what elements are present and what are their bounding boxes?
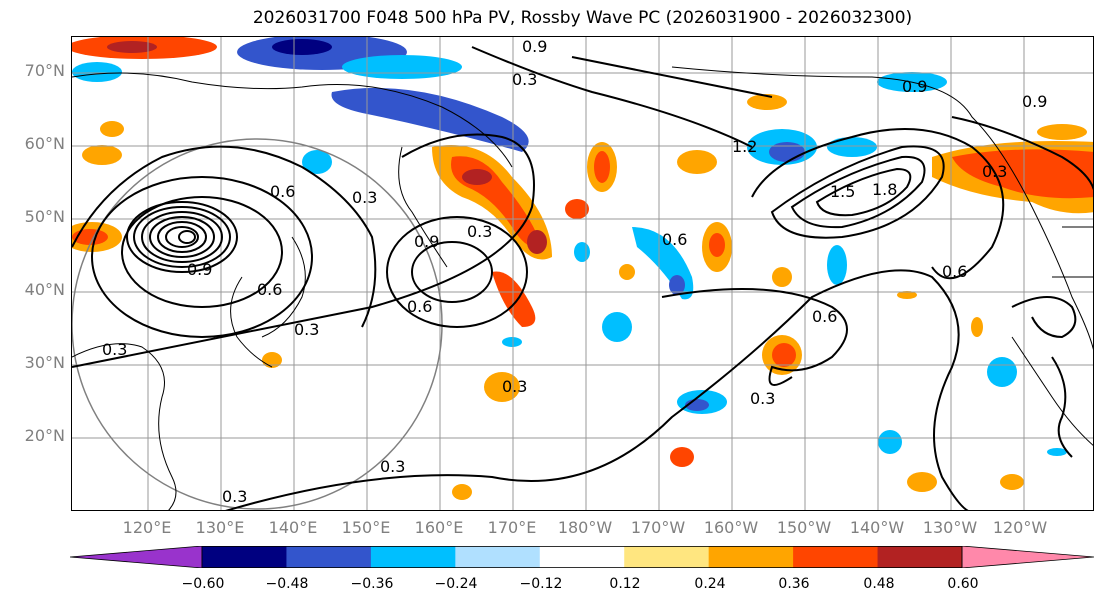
lon-label: 140°W [849, 518, 905, 537]
coastlines [72, 66, 1093, 510]
lon-label: 170°W [630, 518, 686, 537]
colorbar-extend-low [70, 546, 203, 568]
contour-label: 0.3 [380, 457, 405, 476]
contour-label: 0.3 [352, 188, 377, 207]
colorbar-segment [793, 546, 879, 568]
contour-label: 0.6 [812, 307, 837, 326]
lon-label: 150°E [341, 518, 391, 537]
map-panel: 0.3 0.6 0.9 0.3 0.6 0.9 1.5 1.8 0.3 0.6 … [71, 36, 1094, 511]
contour-label: 0.3 [512, 70, 537, 89]
contour-label: 0.6 [257, 280, 282, 299]
contour-label: 1.5 [830, 182, 855, 201]
contour-label: 0.6 [942, 262, 967, 281]
colorbar-tick: 0.24 [694, 576, 726, 592]
colorbar [70, 546, 1094, 568]
lon-label: 130°W [922, 518, 978, 537]
lat-label: 70°N [24, 61, 65, 80]
contour-labels: 0.3 0.6 0.9 0.3 0.6 0.9 1.5 1.8 0.3 0.6 … [102, 37, 1047, 506]
colorbar-tick: −0.60 [181, 576, 225, 592]
lon-label: 150°W [776, 518, 832, 537]
lon-label: 130°E [195, 518, 245, 537]
lon-label: 180°W [557, 518, 613, 537]
contour-label: 1.2 [732, 137, 757, 156]
contour-label: 0.9 [187, 260, 212, 279]
colorbar-tick: 0.36 [778, 576, 810, 592]
map-canvas: 0.3 0.6 0.9 0.3 0.6 0.9 1.5 1.8 0.3 0.6 … [72, 37, 1093, 510]
contour-label: 0.6 [407, 297, 432, 316]
colorbar-segment [455, 546, 541, 568]
contour-label: 0.9 [522, 37, 547, 56]
lon-label: 140°E [268, 518, 318, 537]
contour-label: 0.9 [902, 77, 927, 96]
map-title: 2026031700 F048 500 hPa PV, Rossby Wave … [252, 8, 913, 28]
reference-circle [72, 138, 443, 510]
contour-label: 0.3 [294, 320, 319, 339]
lon-label: 120°W [992, 518, 1048, 537]
contour-label: 0.3 [222, 487, 247, 506]
colorbar-extend-high [961, 546, 1094, 568]
colorbar-segment [708, 546, 794, 568]
contour-label: 1.8 [872, 180, 897, 199]
lat-label: 40°N [24, 280, 65, 299]
colorbar-segment [877, 546, 963, 568]
colorbar-tick: −0.36 [350, 576, 394, 592]
pc-contours [72, 46, 1093, 510]
contour-label: 0.3 [467, 222, 492, 241]
colorbar-segment [286, 546, 372, 568]
contour-label: 0.3 [982, 162, 1007, 181]
colorbar-tick: 0.48 [863, 576, 895, 592]
colorbar-segment [370, 546, 456, 568]
graticule [72, 37, 1093, 510]
lon-label: 120°E [122, 518, 172, 537]
contour-label: 0.6 [270, 182, 295, 201]
lon-label: 160°E [414, 518, 464, 537]
lat-label: 20°N [24, 426, 65, 445]
colorbar-tick: −0.24 [434, 576, 478, 592]
colorbar-segment [202, 546, 287, 568]
lat-label: 30°N [24, 353, 65, 372]
colorbar-tick: 0.12 [609, 576, 641, 592]
contour-label: 0.3 [102, 340, 127, 359]
colorbar-outline [201, 546, 963, 568]
contour-label: 0.9 [414, 232, 439, 251]
lat-label: 50°N [24, 207, 65, 226]
lat-label: 60°N [24, 134, 65, 153]
colorbar-tick: −0.48 [265, 576, 309, 592]
lon-label: 160°W [703, 518, 759, 537]
contour-label: 0.3 [502, 377, 527, 396]
contour-label: 0.9 [1022, 92, 1047, 111]
colorbar-tick: 0.60 [947, 576, 979, 592]
contour-label: 0.3 [750, 389, 775, 408]
lon-label: 170°E [487, 518, 537, 537]
colorbar-segment [624, 546, 710, 568]
pv-shading [72, 37, 1093, 500]
colorbar-segment [539, 546, 625, 568]
colorbar-tick: −0.12 [519, 576, 563, 592]
contour-label: 0.6 [662, 230, 687, 249]
